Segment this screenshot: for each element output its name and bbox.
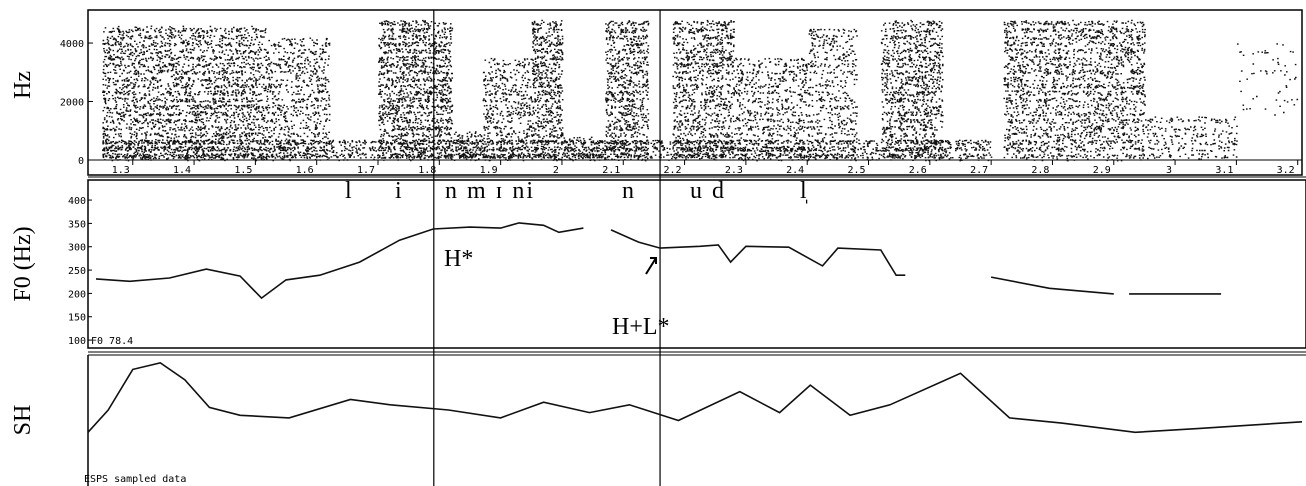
x-tick-label: 2.6 [909,165,927,176]
segment-label: u d [690,178,726,204]
data-line [88,363,1302,432]
x-tick-label: 2.9 [1093,165,1111,176]
tone-label: H+L* [612,314,670,340]
x-tick-label: 2.3 [725,165,743,176]
x-tick-label: 3 [1166,165,1172,176]
x-tick-label: 1.3 [112,165,130,176]
y-axis-label: F0 (Hz) [10,226,36,301]
segment-label: i [395,178,404,204]
x-tick-label: 1.4 [173,165,191,176]
x-tick-label: 3.1 [1215,165,1233,176]
arrow [646,258,656,274]
y-tick-label: 400 [68,196,86,207]
y-tick-label: 0 [78,156,84,167]
y-axis-label: SH [10,405,36,436]
f0-frame [88,180,1306,348]
x-tick-label: 2.4 [786,165,804,176]
x-tick-label: 1.7 [357,165,375,176]
y-axis-label: Hz [10,71,36,99]
x-tick-label: 1.6 [296,165,314,176]
tone-label: H* [444,246,473,272]
y-tick-label: 200 [68,289,86,300]
y-tick-label: 350 [68,219,86,230]
x-tick-label: 2.1 [602,165,620,176]
y-tick-label: 150 [68,313,86,324]
x-tick-label: 2.5 [847,165,865,176]
x-tick-label: 2.8 [1031,165,1049,176]
x-tick-label: 3.2 [1277,165,1295,176]
y-tick-label: 250 [68,266,86,277]
corner-label: F0 78.4 [91,336,133,347]
data-line [96,223,1221,298]
segment-label: l [345,178,354,204]
x-tick-label: 1.5 [234,165,252,176]
x-tick-label: 2.2 [664,165,682,176]
y-tick-label: 100 [68,336,86,347]
footer: ESPS sampled data [84,474,186,485]
x-tick-label: 2.7 [970,165,988,176]
page: Hz F0 (Hz) SH F0 78.4 ESPS sampled data … [0,0,1306,486]
x-tick-label: 2 [553,165,559,176]
y-tick-label: 2000 [60,98,84,109]
spectrogram-texture [102,20,1298,162]
y-tick-label: 4000 [60,39,84,50]
figure: Hz F0 (Hz) SH F0 78.4 ESPS sampled data … [0,0,1306,486]
x-tick-label: 1.9 [480,165,498,176]
segment-label: n m ɪ ni [445,178,535,204]
segment-label: n [622,178,636,204]
segment-label: l̩ [800,178,809,204]
y-tick-label: 300 [68,243,86,254]
